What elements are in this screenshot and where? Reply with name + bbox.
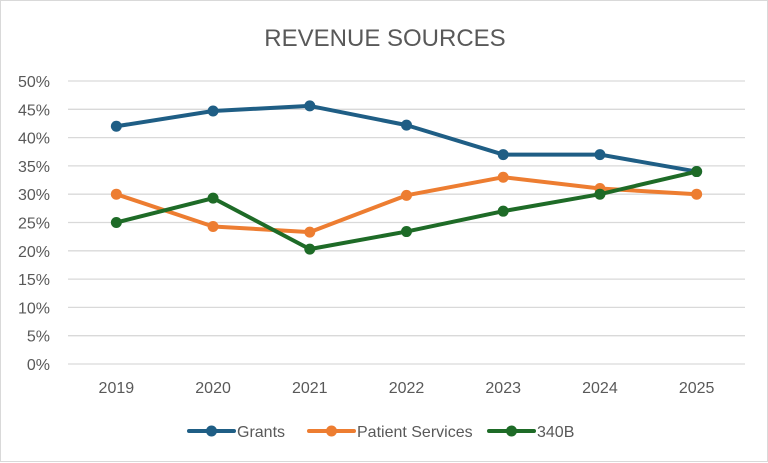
legend-marker [326,425,337,437]
x-tick-label: 2023 [485,380,521,397]
data-point [207,105,219,117]
data-point [691,166,703,178]
legend-label: Grants [237,424,285,441]
y-tick-label: 45% [18,102,50,119]
x-tick-label: 2024 [582,380,618,397]
y-tick-label: 40% [18,131,50,148]
y-tick-label: 5% [27,329,50,346]
y-tick-label: 35% [18,159,50,176]
x-tick-label: 2020 [195,380,231,397]
series-patient-services [110,171,703,238]
data-point [401,119,412,131]
x-tick-label: 2021 [292,380,328,397]
legend-marker [206,425,217,437]
y-tick-label: 25% [18,216,50,233]
data-point [304,100,316,112]
data-point [110,188,122,200]
y-tick-label: 10% [18,300,50,317]
series-line [114,103,699,174]
y-tick-label: 15% [18,272,50,289]
data-point [497,171,509,183]
data-point [110,120,122,132]
legend: Grants Patient Services 340B [187,424,574,441]
chart-title: REVENUE SOURCES [264,25,505,52]
x-tick-label: 2022 [389,380,425,397]
series-340b [110,166,703,255]
data-point [594,149,606,161]
legend-item: 340B [487,424,574,441]
x-tick-label: 2019 [99,380,135,397]
y-tick-label: 20% [18,244,50,261]
y-tick-label: 30% [18,187,50,204]
y-tick-label: 0% [27,357,50,374]
x-axis-ticks: 2019 2020 2021 2022 2023 2024 2025 [99,380,715,397]
series-line [114,175,699,235]
data-point [304,243,316,255]
series-lines [110,100,703,255]
data-point [207,220,219,232]
legend-label: Patient Services [357,424,473,441]
legend-item: Grants [187,424,285,441]
data-point [497,205,509,217]
data-point [691,188,703,200]
data-point [401,226,412,238]
data-point [110,217,122,228]
legend-label: 340B [537,424,574,441]
y-axis-ticks: 0% 5% 10% 15% 20% 25% 30% 35% 40% 45% 50% [18,74,50,374]
series-line [114,169,699,252]
data-point [594,188,606,200]
legend-item: Patient Services [307,424,473,441]
data-point [207,192,219,204]
data-point [304,226,316,238]
data-point [497,149,509,161]
x-tick-label: 2025 [679,380,715,397]
data-point [401,189,412,201]
gridlines [68,80,745,365]
y-tick-label: 50% [18,74,50,91]
legend-marker [506,425,517,437]
